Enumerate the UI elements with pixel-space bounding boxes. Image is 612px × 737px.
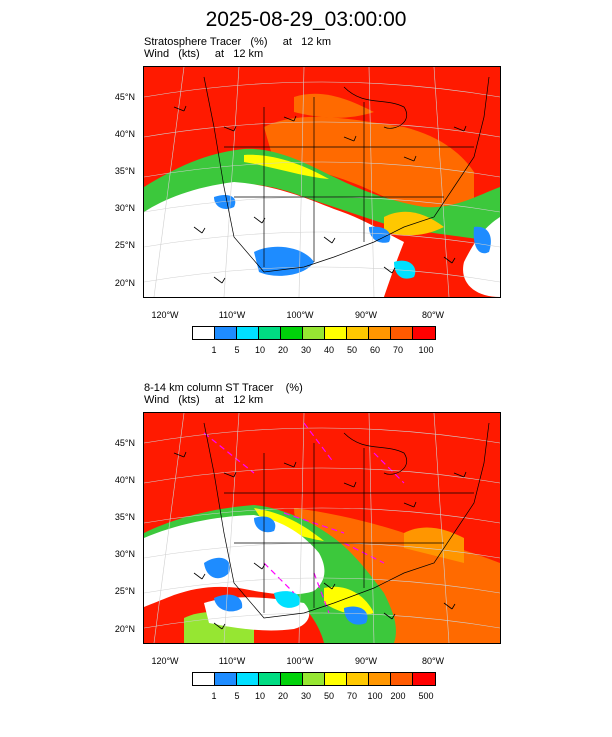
panel1-title-line2: Wind (kts) at 12 km bbox=[144, 48, 264, 60]
colorbar-box bbox=[303, 673, 325, 685]
colorbar-label: 70 bbox=[346, 691, 357, 701]
panel1-lat-label: 40°N bbox=[114, 129, 135, 139]
panel2-lat-label: 45°N bbox=[114, 438, 135, 448]
colorbar-label: 30 bbox=[300, 691, 311, 701]
colorbar-label: 100 bbox=[418, 345, 434, 355]
panel1-lon-label: 80°W bbox=[421, 310, 445, 320]
colorbar-box bbox=[303, 327, 325, 339]
colorbar-box bbox=[391, 673, 413, 685]
panel1-map bbox=[143, 66, 501, 298]
colorbar-box bbox=[281, 673, 303, 685]
panel1-lat-label: 35°N bbox=[114, 166, 135, 176]
colorbar-box bbox=[237, 327, 259, 339]
panel1-lat-label: 45°N bbox=[114, 92, 135, 102]
colorbar-box bbox=[281, 327, 303, 339]
colorbar-box bbox=[193, 673, 215, 685]
colorbar-label: 60 bbox=[369, 345, 380, 355]
colorbar-box bbox=[391, 327, 413, 339]
panel2-colorbar bbox=[192, 672, 436, 686]
colorbar-label: 500 bbox=[418, 691, 434, 701]
colorbar-label: 200 bbox=[390, 691, 406, 701]
colorbar-box bbox=[193, 327, 215, 339]
colorbar-label: 1 bbox=[211, 691, 217, 701]
colorbar-label: 20 bbox=[277, 691, 288, 701]
panel1-lat-label: 20°N bbox=[114, 278, 135, 288]
colorbar-label: 50 bbox=[323, 691, 334, 701]
colorbar-label: 40 bbox=[323, 345, 334, 355]
colorbar-box bbox=[347, 327, 369, 339]
panel1-lat-label: 30°N bbox=[114, 203, 135, 213]
colorbar-box bbox=[347, 673, 369, 685]
panel2-map bbox=[143, 412, 501, 644]
panel2-lat-label: 25°N bbox=[114, 586, 135, 596]
colorbar-box bbox=[215, 327, 237, 339]
panel2-lon-label: 80°W bbox=[421, 656, 445, 666]
colorbar-label: 10 bbox=[254, 691, 265, 701]
panel2-title-line1: 8-14 km column ST Tracer (%) bbox=[144, 382, 303, 394]
colorbar-box bbox=[237, 673, 259, 685]
colorbar-box bbox=[369, 673, 391, 685]
panel2-lon-label: 100°W bbox=[286, 656, 314, 666]
colorbar-label: 5 bbox=[234, 345, 240, 355]
panel1-lon-label: 110°W bbox=[218, 310, 246, 320]
panel2-lon-label: 90°W bbox=[354, 656, 378, 666]
panel1-lon-label: 120°W bbox=[151, 310, 179, 320]
colorbar-label: 20 bbox=[277, 345, 288, 355]
colorbar-label: 100 bbox=[367, 691, 383, 701]
colorbar-box bbox=[215, 673, 237, 685]
panel1-colorbar bbox=[192, 326, 436, 340]
panel1-lon-label: 100°W bbox=[286, 310, 314, 320]
panel1-lon-label: 90°W bbox=[354, 310, 378, 320]
colorbar-label: 10 bbox=[254, 345, 265, 355]
colorbar-box bbox=[413, 327, 435, 339]
colorbar-box bbox=[325, 327, 347, 339]
colorbar-label: 50 bbox=[346, 345, 357, 355]
figure-title: 2025-08-29_03:00:00 bbox=[205, 8, 407, 31]
panel1-lat-label: 25°N bbox=[114, 240, 135, 250]
colorbar-box bbox=[325, 673, 347, 685]
panel2-lon-label: 110°W bbox=[218, 656, 246, 666]
panel2-map-svg bbox=[144, 413, 500, 643]
panel2-lat-label: 35°N bbox=[114, 512, 135, 522]
panel1-title-line1: Stratosphere Tracer (%) at 12 km bbox=[144, 36, 332, 48]
colorbar-box bbox=[413, 673, 435, 685]
colorbar-label: 5 bbox=[234, 691, 240, 701]
panel1-map-svg bbox=[144, 67, 500, 297]
colorbar-box bbox=[259, 673, 281, 685]
panel2-lat-label: 40°N bbox=[114, 475, 135, 485]
colorbar-label: 1 bbox=[211, 345, 217, 355]
panel2-lon-label: 120°W bbox=[151, 656, 179, 666]
colorbar-label: 70 bbox=[392, 345, 403, 355]
panel2-lat-label: 30°N bbox=[114, 549, 135, 559]
colorbar-box bbox=[259, 327, 281, 339]
colorbar-label: 30 bbox=[300, 345, 311, 355]
colorbar-box bbox=[369, 327, 391, 339]
panel2-title-line2: Wind (kts) at 12 km bbox=[144, 394, 264, 406]
panel2-lat-label: 20°N bbox=[114, 624, 135, 634]
